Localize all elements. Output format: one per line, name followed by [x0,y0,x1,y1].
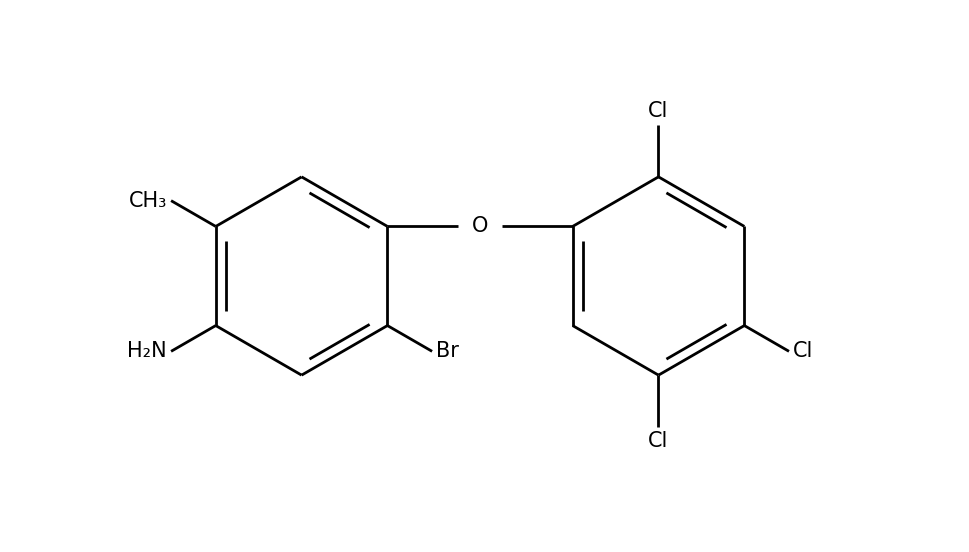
Text: Cl: Cl [792,341,812,362]
Text: Cl: Cl [647,431,668,450]
Text: CH₃: CH₃ [129,190,167,211]
Text: Cl: Cl [647,102,668,121]
Text: H₂N: H₂N [127,341,167,362]
Text: O: O [471,216,487,236]
Text: Br: Br [436,341,458,362]
